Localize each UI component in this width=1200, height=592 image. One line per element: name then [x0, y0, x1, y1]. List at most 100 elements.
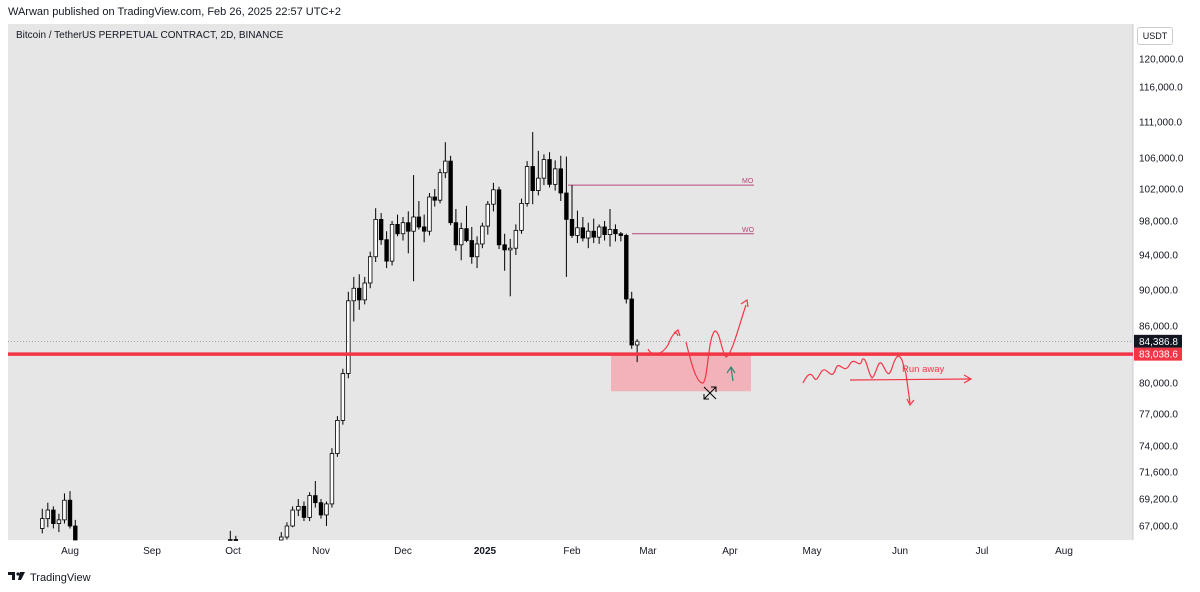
y-tick-label: 74,000.0: [1139, 442, 1178, 453]
x-tick-label: Aug: [1055, 546, 1073, 557]
candle: [329, 448, 335, 508]
candle: [346, 291, 351, 379]
drawn-arrowhead-4: [963, 374, 973, 384]
candle: [558, 155, 563, 201]
candle: [618, 232, 624, 242]
candle: [228, 530, 233, 541]
currency-unit-button[interactable]: USDT: [1137, 27, 1173, 45]
candle-body: [474, 243, 480, 258]
candle-body: [437, 172, 443, 201]
tradingview-footer[interactable]: TradingView: [8, 571, 91, 584]
candle: [340, 368, 346, 425]
drawn-cross-arrows: [703, 386, 717, 400]
x-tick-label: Apr: [722, 546, 738, 557]
candle: [496, 186, 502, 250]
candle-body: [427, 196, 432, 232]
price-lines-layer: [8, 340, 1133, 356]
candle-body: [480, 225, 485, 245]
candle: [485, 201, 491, 235]
candle: [569, 185, 575, 238]
candle-body: [73, 525, 78, 541]
candle-body: [346, 300, 351, 374]
candle-body: [335, 419, 340, 454]
x-tick-label: Aug: [61, 546, 79, 557]
candle-body: [411, 216, 416, 232]
candle-body: [296, 505, 301, 511]
candle-body: [307, 495, 312, 518]
candle-body: [384, 239, 389, 262]
candle: [629, 291, 634, 349]
candle: [233, 535, 239, 541]
candle: [389, 221, 395, 266]
candle-body: [406, 222, 411, 232]
price-axis[interactable]: [1133, 24, 1192, 540]
candle: [596, 224, 602, 244]
candle: [67, 491, 73, 529]
y-tick-label: 71,600.0: [1139, 468, 1178, 479]
y-tick-label: 94,000.0: [1139, 251, 1178, 262]
candle: [307, 492, 312, 522]
candle-body: [508, 247, 513, 251]
candle: [575, 210, 580, 244]
candle-body: [389, 223, 395, 262]
candle: [480, 222, 485, 249]
candle: [400, 217, 406, 241]
candle: [469, 226, 474, 264]
candle: [458, 222, 464, 261]
candle-body: [432, 196, 437, 201]
candle-body: [536, 177, 541, 191]
candle: [318, 499, 324, 519]
x-tick-label: Mar: [639, 546, 657, 557]
candle: [448, 155, 453, 226]
candle-body: [45, 509, 51, 520]
candle-body: [569, 218, 575, 236]
candle-body: [351, 287, 356, 302]
candle: [284, 522, 290, 540]
candle: [362, 276, 367, 305]
symbol-title[interactable]: Bitcoin / TetherUS PERPETUAL CONTRACT, 2…: [16, 30, 284, 41]
candle-body: [51, 509, 56, 524]
drawn-arrowhead-1: [673, 329, 681, 337]
candle: [536, 150, 541, 196]
candle-body: [629, 298, 634, 346]
candle-body: [290, 509, 295, 527]
candle: [40, 508, 45, 534]
tradingview-logo-icon: [8, 571, 26, 584]
candle-body: [586, 230, 591, 239]
candle: [580, 217, 586, 242]
candle: [586, 222, 591, 249]
candle: [384, 231, 389, 269]
candle-body: [485, 203, 491, 227]
y-tick-label: 98,000.0: [1139, 217, 1178, 228]
run-away-annotation: Run away: [902, 364, 944, 375]
candle: [296, 499, 301, 517]
candle-body: [56, 519, 62, 524]
candle-body: [575, 227, 580, 236]
candle: [357, 274, 362, 310]
candle-body: [613, 229, 618, 235]
candle-body: [421, 226, 427, 232]
candle-body: [400, 222, 406, 235]
candle: [634, 339, 640, 363]
candle-body: [458, 228, 464, 246]
y-axis-ticks: 120,000.0 116,000.0 111,000.0 106,000.0 102,…: [1139, 55, 1184, 533]
x-tick-label: 2025: [474, 546, 497, 557]
x-tick-label: Nov: [312, 546, 330, 557]
chart-panel[interactable]: [8, 24, 1133, 540]
candle: [427, 193, 432, 236]
candle-body: [618, 233, 624, 236]
candle-body: [453, 222, 459, 246]
candle-body: [524, 166, 530, 204]
candle: [524, 161, 530, 207]
candle: [73, 519, 78, 541]
candle: [45, 502, 51, 528]
price-label: 84,386.8: [1134, 334, 1182, 348]
candle: [406, 211, 411, 254]
candle-body: [541, 159, 547, 179]
x-tick-label: Oct: [225, 546, 241, 557]
candle-body: [502, 244, 507, 251]
candle-body: [547, 159, 552, 185]
y-tick-label: 106,000.0: [1139, 154, 1184, 165]
candle-body: [329, 453, 335, 505]
